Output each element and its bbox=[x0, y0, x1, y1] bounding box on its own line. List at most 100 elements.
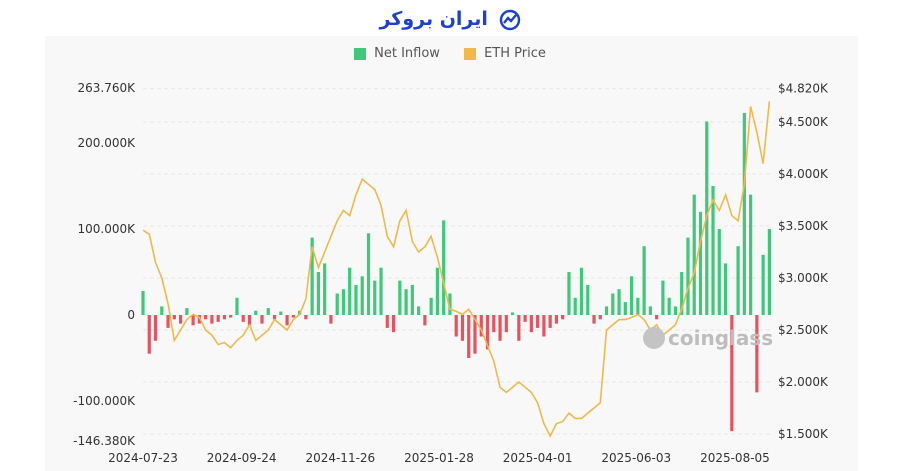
net-inflow-bar bbox=[749, 194, 753, 315]
logo-text: ایران بروکر bbox=[379, 8, 488, 30]
net-inflow-bar bbox=[636, 297, 640, 315]
legend-label: Net Inflow bbox=[374, 46, 440, 61]
net-inflow-bar bbox=[266, 308, 270, 315]
net-inflow-bar bbox=[222, 315, 227, 320]
net-inflow-bar bbox=[761, 254, 765, 315]
net-inflow-bar bbox=[561, 315, 565, 320]
eth-price-line bbox=[142, 101, 771, 438]
net-inflow-bar bbox=[429, 297, 433, 315]
chart-panel bbox=[45, 36, 858, 471]
trend-chart-icon bbox=[499, 9, 520, 30]
y-right-tick-label: $2.500K bbox=[778, 323, 829, 337]
net-inflow-bar bbox=[730, 315, 734, 432]
net-inflow-bar bbox=[604, 306, 609, 315]
net-inflow-bar bbox=[448, 293, 452, 315]
y-right-tick-label: $3.500K bbox=[778, 219, 829, 233]
net-inflow-bar bbox=[166, 315, 170, 328]
y-right-tick-label: $4.820K bbox=[778, 82, 829, 96]
net-inflow-bar bbox=[291, 315, 295, 318]
net-inflow-bar bbox=[172, 315, 176, 320]
legend-swatch bbox=[464, 47, 477, 60]
x-tick-label: 2024-11-26 bbox=[305, 451, 375, 465]
brand-logo: ایران بروکر bbox=[0, 8, 900, 31]
y-right-tick-label: $2.000K bbox=[778, 375, 829, 389]
y-left-tick-label: 0 bbox=[127, 308, 135, 322]
net-inflow-bar bbox=[417, 306, 421, 315]
net-inflow-bar bbox=[366, 233, 371, 315]
net-inflow-bar bbox=[655, 315, 659, 320]
net-inflow-bar bbox=[197, 315, 201, 324]
net-inflow-bar bbox=[329, 315, 333, 324]
net-inflow-bar bbox=[423, 315, 427, 326]
net-inflow-bar bbox=[510, 312, 515, 315]
net-inflow-bar bbox=[435, 267, 440, 315]
net-inflow-bar bbox=[598, 315, 602, 320]
net-inflow-bar bbox=[272, 315, 277, 320]
x-tick-label: 2024-07-23 bbox=[108, 451, 178, 465]
y-right-tick-label: $4.500K bbox=[778, 115, 829, 129]
net-inflow-bar bbox=[398, 280, 402, 315]
x-tick-label: 2025-01-28 bbox=[404, 451, 474, 465]
net-inflow-bar bbox=[629, 276, 634, 315]
net-inflow-bar bbox=[260, 315, 264, 324]
net-inflow-bar bbox=[185, 308, 189, 315]
legend-eth-price[interactable]: ETH Price bbox=[464, 46, 546, 61]
net-inflow-bar bbox=[554, 315, 559, 324]
net-inflow-bar bbox=[536, 315, 540, 328]
net-inflow-bar bbox=[523, 315, 527, 322]
net-inflow-bar bbox=[686, 237, 690, 315]
net-inflow-bar bbox=[673, 306, 678, 315]
net-inflow-bar bbox=[586, 284, 590, 315]
y-left-tick-label: 100.000K bbox=[78, 222, 137, 236]
net-inflow-bar bbox=[767, 229, 771, 315]
legend-label: ETH Price bbox=[484, 46, 546, 61]
net-inflow-bar bbox=[141, 290, 145, 315]
net-inflow-bar bbox=[379, 267, 383, 315]
net-inflow-bar bbox=[517, 315, 521, 341]
net-inflow-bar bbox=[529, 315, 533, 333]
legend-swatch bbox=[354, 47, 367, 60]
net-inflow-bar bbox=[717, 229, 721, 315]
net-inflow-bar bbox=[454, 315, 458, 337]
net-inflow-bar bbox=[323, 263, 327, 315]
net-inflow-bar bbox=[742, 112, 746, 316]
net-inflow-bar bbox=[373, 280, 377, 315]
net-inflow-bar bbox=[680, 272, 684, 315]
net-inflow-bar bbox=[667, 297, 671, 315]
coinglass-logo-icon bbox=[643, 327, 665, 349]
x-tick-label: 2025-04-01 bbox=[503, 451, 573, 465]
y-left-tick-label: 263.760K bbox=[78, 81, 137, 95]
y-right-tick-label: $4.000K bbox=[778, 167, 829, 181]
net-inflow-bar bbox=[611, 293, 615, 315]
net-inflow-bar bbox=[648, 306, 652, 315]
y-left-tick-label: 200.000K bbox=[78, 136, 137, 150]
net-inflow-bar bbox=[661, 280, 665, 315]
legend-net-inflow[interactable]: Net Inflow bbox=[354, 46, 440, 61]
net-inflow-bar bbox=[479, 315, 483, 337]
net-inflow-bar bbox=[279, 311, 283, 315]
net-inflow-bar bbox=[247, 315, 252, 326]
x-tick-label: 2025-08-05 bbox=[700, 451, 770, 465]
net-inflow-bar bbox=[285, 315, 289, 326]
net-inflow-bar bbox=[579, 267, 584, 315]
y-left-tick-label: -146.380K bbox=[73, 434, 136, 448]
net-inflow-bar bbox=[485, 315, 490, 350]
net-inflow-bar bbox=[241, 315, 245, 322]
net-inflow-bar bbox=[567, 272, 571, 315]
net-inflow-bar bbox=[210, 315, 214, 324]
net-inflow-bar bbox=[642, 246, 646, 315]
net-inflow-bar bbox=[178, 315, 183, 324]
net-inflow-bar bbox=[692, 194, 696, 315]
net-inflow-bar bbox=[573, 297, 577, 315]
net-inflow-bar bbox=[191, 315, 195, 326]
net-inflow-bar bbox=[385, 315, 389, 328]
net-inflow-bar bbox=[755, 315, 759, 393]
y-right-tick-label: $1.500K bbox=[778, 427, 829, 441]
watermark: coinglass bbox=[668, 326, 773, 350]
net-inflow-bar bbox=[460, 315, 465, 341]
net-inflow-bar bbox=[723, 263, 728, 315]
net-inflow-bar bbox=[216, 315, 220, 322]
net-inflow-bar bbox=[204, 315, 208, 320]
net-inflow-bar bbox=[348, 267, 352, 315]
